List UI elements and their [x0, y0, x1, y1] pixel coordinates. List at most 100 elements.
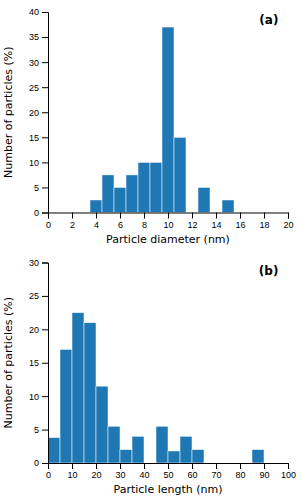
- y-tick-mark: [42, 62, 48, 63]
- y-tick-mark: [42, 296, 48, 297]
- y-tick-label: 20: [29, 108, 39, 118]
- panel: 024681012141618200510152025303540Particl…: [2, 7, 294, 245]
- y-axis: 0510152025303540: [29, 7, 49, 218]
- y-tick-label: 10: [29, 158, 39, 168]
- y-tick-label: 30: [29, 58, 39, 68]
- x-axis-title: Particle length (nm): [114, 483, 223, 496]
- y-axis-line: [42, 13, 49, 214]
- bars: [90, 27, 234, 212]
- x-axis-title: Particle diameter (nm): [106, 233, 230, 246]
- x-tick-label: 100: [281, 470, 296, 480]
- x-tick-label: 14: [211, 220, 221, 230]
- x-tick: 0: [46, 463, 51, 480]
- bar: [198, 187, 210, 212]
- bar: [174, 137, 186, 212]
- x-tick: 50: [163, 463, 173, 480]
- bar: [60, 349, 72, 463]
- y-tick: 10: [29, 392, 48, 402]
- panel-title: (b): [259, 264, 279, 278]
- y-tick: 20: [29, 108, 48, 118]
- bars: [48, 313, 264, 463]
- x-tick-mark: [168, 213, 169, 219]
- y-tick-mark: [42, 187, 48, 188]
- x-tick-label: 70: [211, 470, 221, 480]
- x-tick-label: 20: [91, 470, 101, 480]
- y-tick: 30: [29, 258, 48, 268]
- bar: [168, 451, 180, 463]
- x-tick-mark: [72, 213, 73, 219]
- x-tick-label: 6: [118, 220, 123, 230]
- x-tick: 100: [281, 463, 296, 480]
- y-tick-mark: [42, 263, 48, 264]
- y-tick-mark: [42, 37, 48, 38]
- figure: 024681012141618200510152025303540Particl…: [0, 0, 302, 501]
- y-tick: 15: [29, 133, 48, 143]
- x-tick: 90: [259, 463, 269, 480]
- y-tick-label: 25: [29, 291, 39, 301]
- x-tick: 40: [139, 463, 149, 480]
- y-axis: 0 5 10 15 20 25 30: [29, 258, 49, 469]
- x-tick: 70: [211, 463, 221, 480]
- x-tick-mark: [288, 463, 289, 469]
- x-tick: 20: [283, 213, 293, 230]
- x-tick: 18: [259, 213, 269, 230]
- y-tick-mark: [42, 137, 48, 138]
- x-tick-mark: [120, 463, 121, 469]
- x-tick-label: 90: [259, 470, 269, 480]
- bar: [138, 162, 150, 212]
- x-tick-mark: [264, 463, 265, 469]
- y-tick-label: 20: [29, 325, 39, 335]
- y-axis-line: [42, 263, 49, 464]
- y-tick: 10: [29, 158, 48, 168]
- x-axis: 02468101214161820: [46, 213, 294, 230]
- x-tick-mark: [96, 213, 97, 219]
- y-tick-mark: [42, 396, 48, 397]
- y-tick: 25: [29, 291, 48, 301]
- y-tick-label: 0: [34, 458, 39, 468]
- x-tick-mark: [240, 213, 241, 219]
- x-tick-mark: [120, 213, 121, 219]
- y-tick: 15: [29, 358, 48, 368]
- x-tick: 20: [91, 463, 101, 480]
- x-tick-mark: [216, 463, 217, 469]
- x-tick-mark: [144, 213, 145, 219]
- x-tick-mark: [72, 463, 73, 469]
- y-tick-mark: [42, 162, 48, 163]
- x-tick: 8: [142, 213, 147, 230]
- x-tick-label: 50: [163, 470, 173, 480]
- x-tick: 80: [235, 463, 245, 480]
- y-tick-label: 5: [34, 425, 39, 435]
- x-tick: 14: [211, 213, 221, 230]
- y-tick-mark: [42, 329, 48, 330]
- bar: [126, 175, 138, 213]
- y-axis-title: Number of particles (%): [2, 297, 15, 429]
- x-tick-mark: [240, 463, 241, 469]
- bar: [120, 450, 132, 463]
- x-tick-label: 20: [283, 220, 293, 230]
- bar: [132, 436, 144, 463]
- y-tick-mark: [42, 213, 48, 214]
- x-tick: 60: [187, 463, 197, 480]
- y-axis-title: Number of particles (%): [2, 46, 15, 178]
- x-tick: 4: [94, 213, 99, 230]
- y-tick-label: 10: [29, 392, 39, 402]
- x-tick-label: 12: [187, 220, 197, 230]
- bar: [222, 200, 234, 213]
- y-tick-label: 30: [29, 258, 39, 268]
- y-tick: 20: [29, 325, 48, 335]
- x-tick: 10: [67, 463, 77, 480]
- y-tick-mark: [42, 12, 48, 13]
- bar: [156, 426, 168, 463]
- bar: [96, 386, 108, 463]
- x-tick-label: 30: [115, 470, 125, 480]
- bar: [114, 187, 126, 212]
- x-axis-line: [49, 213, 289, 219]
- x-tick-label: 0: [46, 470, 51, 480]
- x-tick: 10: [163, 213, 173, 230]
- y-tick-label: 40: [29, 7, 39, 17]
- x-tick-mark: [192, 213, 193, 219]
- y-tick-label: 25: [29, 83, 39, 93]
- bar: [48, 438, 60, 463]
- bar: [180, 436, 192, 463]
- x-tick: 2: [70, 213, 75, 230]
